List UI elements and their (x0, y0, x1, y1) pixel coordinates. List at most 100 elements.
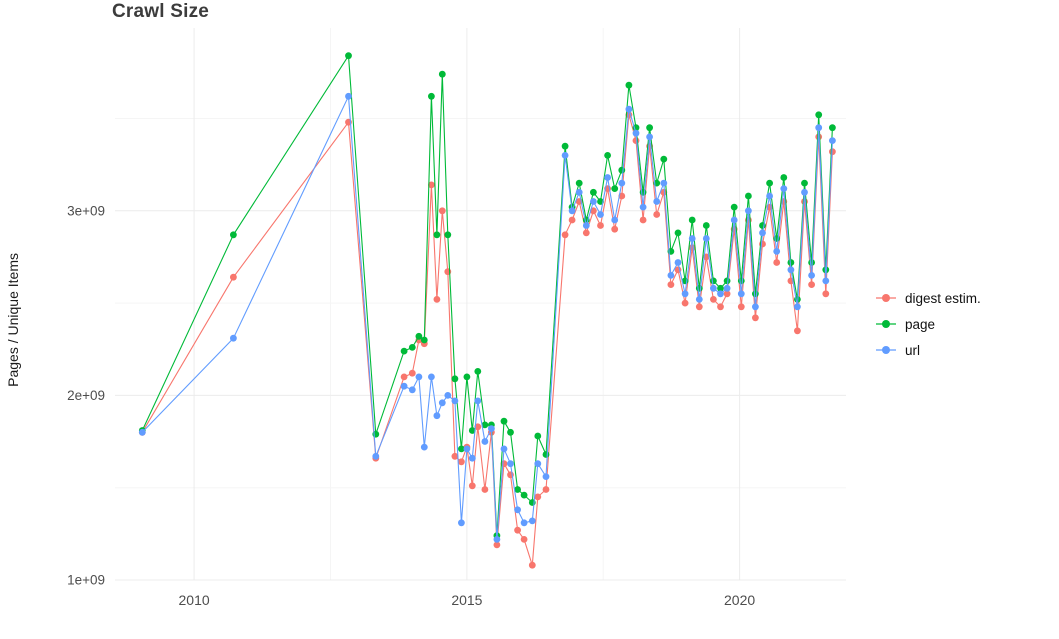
data-point (438, 207, 446, 215)
data-point (625, 105, 633, 113)
data-point (507, 428, 514, 436)
data-point (695, 284, 703, 292)
data-point (493, 541, 501, 549)
data-point (674, 229, 682, 237)
data-point (639, 216, 647, 224)
data-point (794, 327, 801, 335)
data-point (534, 493, 542, 501)
legend-label: digest estim. (905, 290, 981, 306)
data-point (801, 188, 808, 196)
data-point (534, 460, 542, 468)
legend: digest estim. page url (874, 289, 981, 359)
data-point (428, 181, 435, 189)
data-point (674, 259, 682, 266)
data-point (458, 445, 465, 453)
data-point (400, 347, 408, 355)
data-point (528, 517, 536, 525)
data-point (822, 290, 830, 298)
data-point (618, 179, 626, 187)
data-point (230, 334, 237, 342)
series-url (138, 92, 836, 543)
data-point (829, 137, 836, 145)
data-point (766, 192, 773, 200)
data-point (514, 506, 521, 514)
data-point (408, 369, 416, 377)
data-point (695, 296, 703, 303)
data-point (611, 185, 619, 193)
data-point (415, 332, 423, 340)
data-point (575, 179, 583, 187)
data-point (611, 225, 619, 233)
data-point (433, 231, 441, 239)
data-point (759, 229, 766, 237)
gridlines (115, 28, 846, 581)
data-point (710, 277, 717, 285)
data-point (660, 179, 668, 187)
data-point (438, 70, 446, 78)
data-point (766, 179, 773, 187)
data-point (528, 561, 536, 569)
data-point (420, 443, 428, 451)
data-point (787, 266, 795, 274)
data-point (710, 284, 717, 292)
legend-item-digest-estim: digest estim. (874, 289, 981, 307)
data-point (415, 373, 423, 381)
data-point (597, 222, 604, 229)
legend-key-line-dot-icon (876, 294, 896, 302)
data-point (345, 52, 352, 60)
data-point (561, 231, 569, 239)
data-point (474, 368, 482, 375)
data-point (500, 417, 508, 425)
data-point (561, 152, 569, 159)
data-point (444, 231, 452, 239)
data-point (488, 425, 495, 432)
chart-title: Crawl Size (112, 1, 210, 22)
data-point (468, 482, 476, 490)
data-point (604, 174, 611, 181)
data-point (582, 222, 590, 229)
data-point (653, 211, 661, 218)
data-point (520, 536, 528, 543)
data-point (575, 188, 583, 196)
legend-key-line-dot-icon (876, 320, 896, 328)
legend-label: page (905, 316, 936, 332)
data-point (667, 281, 675, 288)
data-point (474, 423, 482, 431)
data-point (345, 92, 352, 100)
data-point (444, 392, 452, 399)
data-point (514, 526, 521, 534)
data-point (822, 277, 830, 285)
series-line (141, 95, 833, 540)
series-line (141, 114, 833, 566)
data-point (717, 303, 724, 311)
data-point (681, 290, 689, 298)
legend-label: url (905, 342, 921, 358)
series-line (141, 55, 833, 537)
data-point (451, 397, 459, 405)
data-point (717, 290, 724, 298)
data-point (433, 412, 441, 420)
data-point (481, 438, 489, 445)
data-point (611, 216, 619, 224)
data-point (458, 519, 465, 527)
data-point (808, 281, 815, 288)
data-point (604, 152, 611, 159)
data-point (702, 235, 710, 242)
data-point (481, 486, 489, 493)
data-point (808, 272, 815, 279)
data-point (230, 273, 237, 281)
x-tick-label: 2015 (451, 592, 482, 608)
data-point (723, 284, 731, 292)
data-point (730, 203, 738, 211)
axis-tick-labels: 1e+09 2e+09 3e+09 2010 2015 2020 (67, 203, 755, 608)
data-point (815, 111, 823, 119)
data-point (428, 373, 435, 381)
data-point (514, 486, 521, 493)
series-digest-estim (138, 111, 836, 569)
data-point (493, 536, 501, 543)
data-point (653, 198, 661, 205)
data-point (451, 452, 459, 460)
data-point (780, 185, 788, 193)
data-point (520, 519, 528, 527)
